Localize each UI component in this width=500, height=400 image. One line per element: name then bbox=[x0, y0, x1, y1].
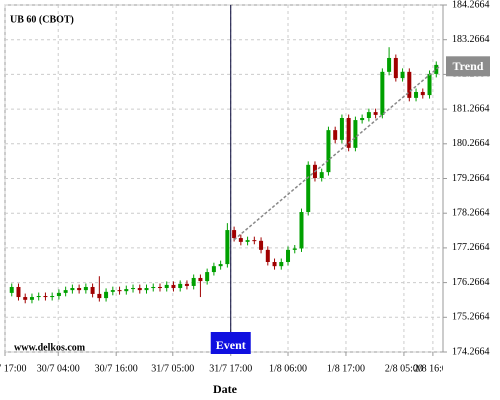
x-tick-label: 30/7 04:00 bbox=[37, 363, 80, 374]
candle-body bbox=[414, 91, 419, 98]
candle-body bbox=[205, 272, 210, 282]
candle-body bbox=[137, 288, 142, 291]
candle-body bbox=[292, 248, 297, 250]
candle-body bbox=[83, 286, 88, 291]
chart-title: UB 60 (CBOT) bbox=[10, 14, 74, 25]
candle-body bbox=[265, 249, 270, 263]
candle-body bbox=[420, 91, 425, 96]
candle-body bbox=[90, 286, 95, 294]
candle-body bbox=[286, 249, 291, 263]
candle-body bbox=[9, 286, 14, 293]
candle-body bbox=[339, 117, 344, 140]
candle-body bbox=[400, 71, 405, 79]
candle-body bbox=[434, 64, 439, 74]
candle-body bbox=[157, 286, 162, 289]
candle-body bbox=[346, 117, 351, 148]
candle-body bbox=[366, 112, 371, 118]
candle-body bbox=[124, 289, 129, 292]
x-tick-label: 29/7 17:00 bbox=[0, 363, 27, 374]
candle-body bbox=[63, 290, 68, 293]
candle-body bbox=[232, 230, 237, 239]
candle-body bbox=[184, 283, 189, 286]
candle-body bbox=[56, 292, 61, 297]
y-tick-label: 178.2664 bbox=[452, 207, 490, 218]
candle-body bbox=[178, 283, 183, 289]
candle-body bbox=[144, 288, 149, 291]
candle-body bbox=[407, 71, 412, 98]
x-labels: 29/7 17:00 30/7 04:00 30/7 16:00 31/7 05:00… bbox=[0, 363, 452, 374]
candle-body bbox=[151, 286, 156, 289]
x-tick-label: 1/8 17:00 bbox=[327, 363, 365, 374]
candle-body bbox=[279, 262, 284, 267]
candle-body bbox=[131, 288, 136, 290]
candle-body bbox=[380, 71, 385, 115]
candle-body bbox=[191, 277, 196, 286]
candle-body bbox=[326, 130, 331, 173]
x-tick-label: 2/8 05:00 bbox=[385, 363, 423, 374]
x-tick-label: 1/8 06:00 bbox=[269, 363, 307, 374]
y-tick-label: 181.2664 bbox=[452, 103, 490, 114]
y-tick-label: 180.2664 bbox=[452, 138, 490, 149]
candle-body bbox=[272, 262, 277, 267]
candle-body bbox=[393, 57, 398, 79]
candle-body bbox=[333, 130, 338, 140]
x-tick-label: 30/7 16:00 bbox=[95, 363, 138, 374]
candle-body bbox=[259, 240, 264, 250]
candle-body bbox=[373, 112, 378, 115]
candle-body bbox=[387, 57, 392, 72]
candle-body bbox=[353, 120, 358, 148]
candle-body bbox=[77, 288, 82, 291]
candle-body bbox=[50, 296, 55, 298]
event-box bbox=[210, 332, 251, 354]
candle-body bbox=[198, 277, 203, 282]
watermark: www.delkos.com bbox=[14, 342, 86, 353]
candle-body bbox=[16, 286, 21, 298]
y-tick-label: 184.2664 bbox=[452, 0, 490, 10]
candle-body bbox=[110, 290, 115, 292]
candle-body bbox=[299, 212, 304, 249]
candle-body bbox=[23, 297, 28, 300]
trend-box bbox=[446, 56, 490, 77]
candle-body bbox=[117, 290, 122, 292]
candle-body bbox=[43, 296, 48, 298]
y-tick-label: 177.2664 bbox=[452, 242, 490, 253]
y-tick-label: 174.2664 bbox=[452, 346, 490, 357]
candle-body bbox=[211, 266, 216, 273]
y-tick-label: 183.2664 bbox=[452, 34, 490, 45]
candle-body bbox=[306, 164, 311, 213]
x-tick-label: 31/7 05:00 bbox=[151, 363, 194, 374]
candle-body bbox=[218, 264, 223, 267]
candle-body bbox=[360, 117, 365, 121]
x-tick-label: 31/7 17:00 bbox=[209, 363, 252, 374]
candle-body bbox=[427, 73, 432, 96]
candle-body bbox=[225, 230, 230, 265]
candle-body bbox=[171, 284, 176, 289]
candle-body bbox=[29, 297, 34, 300]
candle-body bbox=[252, 240, 257, 242]
y-tick-label: 175.2664 bbox=[452, 312, 490, 323]
trend-label: Trend bbox=[453, 59, 484, 73]
x-tick-label: 2/8 16:00 bbox=[414, 363, 452, 374]
y-tick-label: 179.2664 bbox=[452, 173, 490, 184]
candle-body bbox=[36, 296, 41, 298]
candle-body bbox=[104, 291, 109, 299]
candle-body bbox=[97, 293, 102, 299]
marks bbox=[9, 5, 441, 352]
event-label: Event bbox=[216, 338, 246, 352]
candle-body bbox=[238, 238, 243, 242]
y-tick-label: 176.2664 bbox=[452, 277, 490, 288]
x-axis-label: Date bbox=[213, 382, 238, 396]
candle-body bbox=[245, 240, 250, 242]
candle-body bbox=[319, 172, 324, 179]
candle-body bbox=[164, 284, 169, 289]
candle-body bbox=[70, 288, 75, 291]
